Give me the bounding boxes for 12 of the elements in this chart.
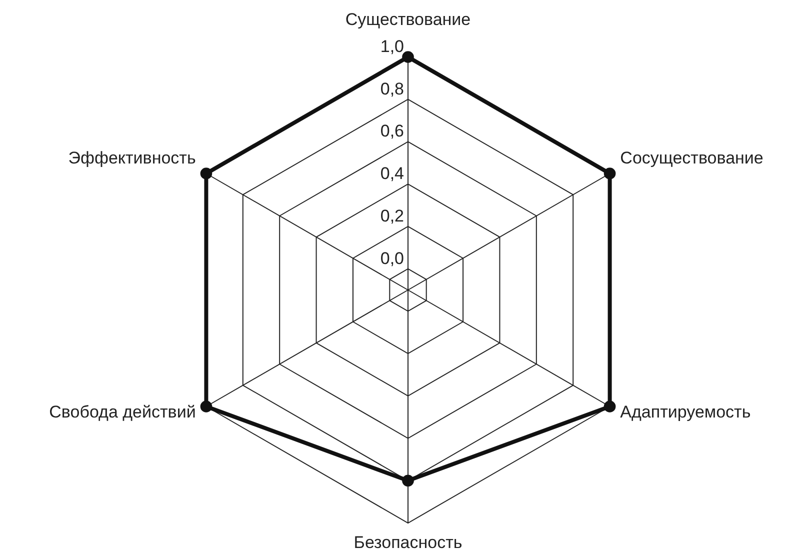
spoke-label: Существование [345, 10, 471, 29]
y-tick-label: 0,8 [380, 79, 404, 98]
y-tick-label: 1,0 [380, 37, 404, 56]
y-tick-label: 0,2 [380, 206, 404, 226]
spoke-label: Сосуществование [620, 148, 764, 168]
spoke-label: Свобода действий [49, 402, 196, 422]
y-tick-label: 0,6 [380, 122, 404, 141]
spoke-label: Безопасность [354, 533, 462, 552]
y-tick-label: 0,4 [380, 164, 404, 184]
spoke-label: Адаптируемость [620, 402, 751, 422]
spoke-label: Эффективность [68, 148, 196, 168]
y-tick-label: 0,0 [380, 248, 404, 268]
